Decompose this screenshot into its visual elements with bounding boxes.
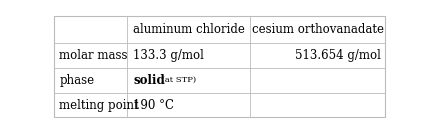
Text: melting point: melting point — [59, 98, 139, 112]
Text: solid: solid — [133, 74, 165, 87]
Text: 133.3 g/mol: 133.3 g/mol — [133, 49, 204, 62]
Text: phase: phase — [59, 74, 95, 87]
Text: molar mass: molar mass — [59, 49, 128, 62]
Text: 513.654 g/mol: 513.654 g/mol — [295, 49, 381, 62]
Text: aluminum chloride: aluminum chloride — [133, 23, 244, 36]
Text: (at STP): (at STP) — [159, 76, 196, 84]
Text: 190 °C: 190 °C — [133, 98, 174, 112]
Text: cesium orthovanadate: cesium orthovanadate — [252, 23, 383, 36]
